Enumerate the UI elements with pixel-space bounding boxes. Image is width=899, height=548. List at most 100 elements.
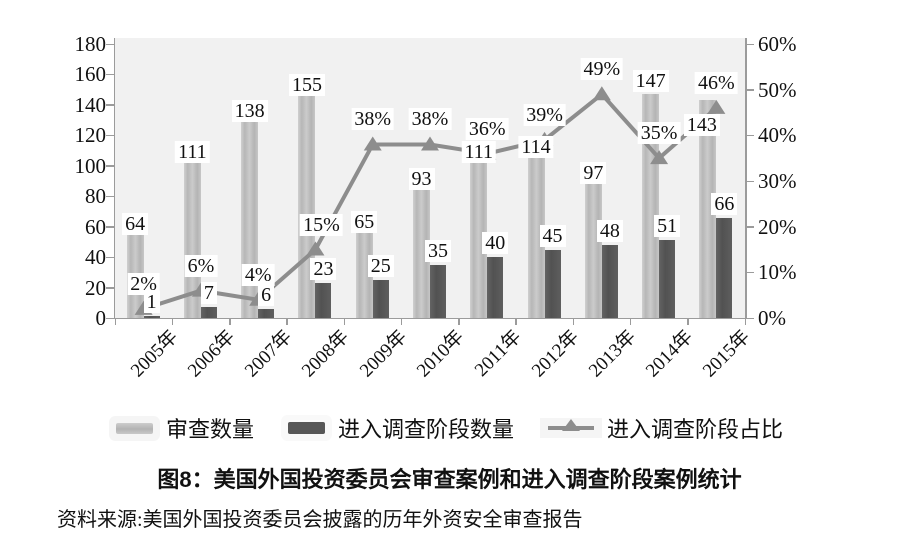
line-label-investigation-ratio: 6% — [184, 254, 218, 277]
bar-label-review-count: 65 — [351, 211, 378, 234]
x-tick — [458, 319, 460, 325]
bar-investigation-count — [716, 217, 733, 318]
bar-review-count — [355, 219, 373, 318]
triangle-marker-icon — [707, 99, 726, 114]
line-label-investigation-ratio: 38% — [408, 108, 452, 131]
bar-label-investigation-count: 66 — [711, 192, 738, 215]
line-marker-swatch-icon — [548, 419, 594, 431]
y-axis-label-left: 140 — [74, 92, 107, 117]
bar-label-review-count: 138 — [231, 99, 268, 122]
line-label-investigation-ratio: 4% — [241, 263, 275, 286]
bar-label-review-count: 111 — [175, 141, 210, 164]
light-bar-swatch-icon — [115, 422, 153, 434]
bar-label-investigation-count: 23 — [310, 257, 337, 280]
bar-label-investigation-count: 25 — [367, 254, 394, 277]
y-tick-right — [746, 134, 754, 137]
y-axis-label-left: 60 — [85, 214, 106, 239]
line-label-investigation-ratio: 35% — [637, 122, 681, 145]
x-tick — [400, 319, 403, 325]
line-label-investigation-ratio: 36% — [465, 117, 509, 140]
bar-label-review-count: 147 — [632, 70, 669, 93]
y-axis-label-left: 20 — [85, 275, 106, 300]
y-axis-left — [113, 38, 115, 318]
y-axis-label-left: 160 — [74, 62, 107, 87]
y-tick-left — [106, 195, 114, 198]
line-label-investigation-ratio: 2% — [127, 272, 160, 295]
x-tick — [343, 319, 346, 325]
bar-label-investigation-count: 48 — [596, 219, 623, 242]
bar-label-review-count: 143 — [683, 114, 720, 137]
y-axis-label-right: 20% — [758, 214, 797, 239]
y-axis-label-left: 120 — [74, 123, 107, 148]
bar-label-investigation-count: 35 — [425, 239, 451, 262]
triangle-marker-icon — [421, 136, 439, 151]
bar-investigation-count — [430, 264, 446, 318]
bar-label-investigation-count: 45 — [539, 224, 566, 247]
y-tick-left — [106, 226, 114, 228]
y-axis-right — [745, 38, 747, 318]
line-label-investigation-ratio: 15% — [300, 213, 343, 236]
dark-bar-swatch-icon — [287, 422, 325, 434]
bar-label-review-count: 97 — [580, 162, 607, 185]
x-tick — [515, 319, 517, 325]
bar-review-count — [699, 100, 717, 318]
y-tick-right — [746, 43, 754, 45]
chart-legend: 审查数量 进入调查阶段数量 进入调查阶段占比 — [0, 412, 899, 444]
y-tick-right — [746, 89, 754, 91]
y-tick-right — [746, 180, 754, 182]
y-tick-left — [106, 43, 114, 45]
legend-item-review-count: 审查数量 — [115, 412, 254, 444]
bar-investigation-count — [258, 308, 275, 318]
bar-label-review-count: 114 — [518, 136, 554, 159]
line-label-investigation-ratio: 49% — [580, 58, 624, 81]
bar-investigation-count — [601, 244, 618, 318]
bar-label-investigation-count: 6 — [258, 283, 275, 306]
x-tick — [629, 319, 632, 325]
y-axis-label-left: 100 — [74, 153, 107, 178]
triangle-marker-icon — [650, 150, 669, 165]
y-axis-label-left: 180 — [74, 32, 107, 56]
line-label-investigation-ratio: 46% — [695, 71, 738, 94]
bar-label-review-count: 111 — [461, 141, 497, 164]
legend-label-investigation-count: 进入调查阶段数量 — [337, 417, 514, 442]
legend-label-investigation-ratio: 进入调查阶段占比 — [607, 417, 784, 442]
x-axis — [113, 317, 747, 319]
x-tick — [687, 319, 689, 325]
y-tick-left — [106, 256, 114, 259]
legend-item-investigation-count: 进入调查阶段数量 — [287, 412, 514, 444]
figure-source: 资料来源:美国外国投资委员会披露的历年外资安全审查报告 — [57, 509, 583, 531]
combo-chart: 180 160 140 120 100 80 60 40 20 0 60% 50% 40% 30% 20% 1… — [74, 32, 797, 381]
bar-review-count — [642, 94, 660, 318]
bar-investigation-count — [315, 282, 332, 318]
bar-investigation-count — [487, 257, 504, 318]
y-tick-right — [746, 226, 754, 228]
triangle-marker-icon — [363, 136, 382, 151]
bar-review-count — [470, 149, 488, 318]
line-label-investigation-ratio: 38% — [351, 108, 395, 131]
y-axis-label-right: 60% — [758, 32, 797, 56]
y-axis-label-right: 0% — [758, 306, 786, 330]
x-tick — [744, 319, 746, 325]
bar-investigation-count — [372, 279, 389, 318]
x-tick — [114, 319, 116, 325]
bar-review-count — [413, 176, 430, 318]
y-axis-label-left: 80 — [85, 184, 106, 209]
legend-label-review-count: 审查数量 — [165, 417, 254, 442]
bar-investigation-count — [544, 249, 561, 318]
x-tick — [171, 319, 174, 325]
x-tick — [229, 319, 231, 325]
ratio-line-series — [134, 86, 726, 315]
y-axis-label-left: 40 — [85, 245, 106, 270]
legend-item-investigation-ratio: 进入调查阶段占比 — [548, 412, 783, 444]
bar-investigation-count — [200, 307, 217, 318]
y-tick-left — [106, 73, 114, 76]
y-axis-label-right: 50% — [758, 77, 797, 102]
y-tick-right — [746, 317, 754, 319]
bar-label-review-count: 64 — [122, 212, 149, 235]
triangle-marker-icon — [306, 241, 325, 256]
y-tick-left — [106, 165, 114, 167]
y-tick-left — [106, 134, 114, 137]
bar-investigation-count — [659, 240, 676, 318]
bar-review-count — [527, 144, 545, 318]
